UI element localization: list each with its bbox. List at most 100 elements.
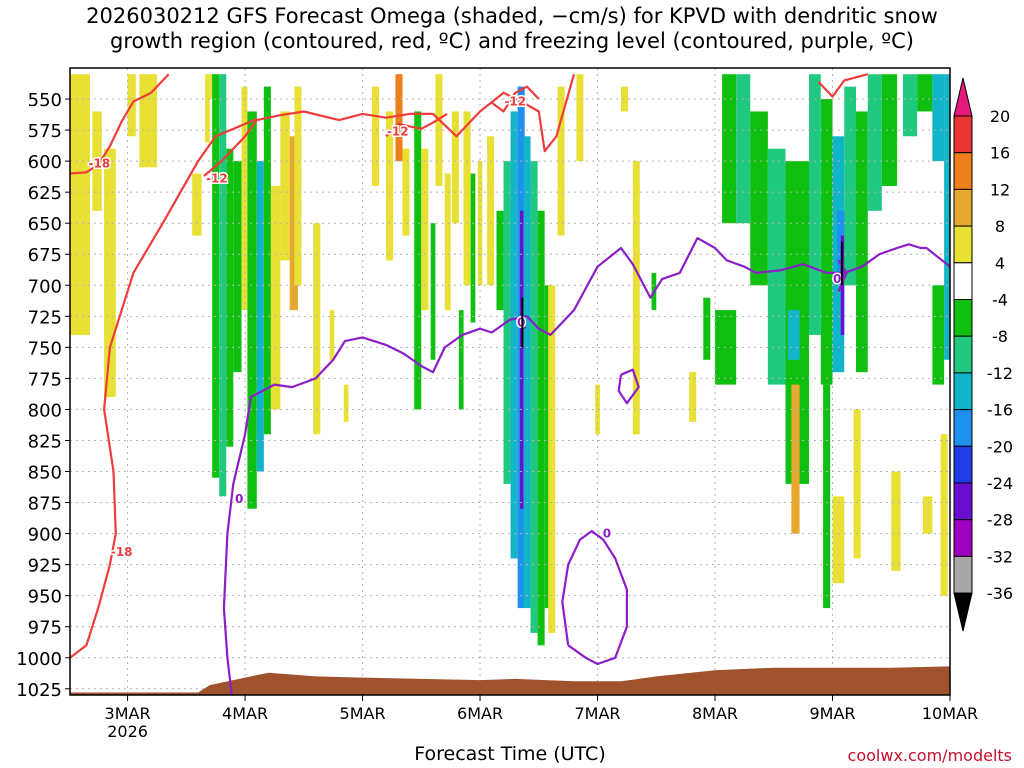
omega-cell [451, 111, 459, 224]
dgz-contour-label: -18 [111, 545, 133, 559]
colorbar-swatch [953, 77, 973, 117]
omega-cell [294, 86, 302, 286]
omega-cell [736, 74, 751, 224]
omega-cell [750, 111, 768, 286]
omega-cell [903, 74, 918, 137]
omega-cell [917, 74, 933, 112]
colorbar-swatch [953, 482, 973, 521]
omega-cell [787, 310, 800, 360]
omega-cell [557, 86, 565, 236]
x-tick-label: 7MAR [575, 704, 621, 723]
freezing-contour [222, 237, 950, 695]
dgz-contour-label: -12 [387, 124, 409, 138]
colorbar-label: -24 [987, 474, 1013, 493]
omega-cell [548, 285, 556, 633]
omega-cell [832, 496, 845, 584]
source-credit: coolwx.com/modelts [847, 746, 1012, 765]
colorbar-label: -20 [987, 437, 1013, 456]
omega-cell [881, 74, 898, 186]
colorbar-swatch [953, 262, 973, 300]
omega-cell [463, 111, 471, 286]
colorbar-swatch [953, 299, 973, 337]
freezing-contour [561, 530, 628, 666]
omega-cell [371, 86, 379, 186]
omega-cell [233, 161, 242, 373]
colorbar-label: -36 [987, 584, 1013, 603]
colorbar-swatch [953, 555, 973, 594]
omega-cell [922, 496, 933, 534]
omega-cell [537, 210, 545, 646]
omega-cell [444, 173, 451, 311]
colorbar-swatch [953, 225, 973, 264]
x-tick-label: 10MAR [922, 704, 978, 723]
freezing-contour [617, 368, 640, 405]
dgz-contour [385, 112, 448, 138]
freezing-contour-label: 0 [235, 492, 243, 506]
y-tick-label: 850 [28, 463, 62, 484]
omega-cell [867, 74, 882, 211]
omega-cell [576, 74, 584, 162]
omega-cell [92, 111, 102, 211]
y-tick-label: 875 [28, 494, 62, 515]
omega-cell [703, 297, 711, 360]
colorbar-label: 12 [990, 180, 1010, 199]
y-tick-label: 625 [28, 183, 62, 204]
colorbar-label: -4 [992, 291, 1008, 310]
omega-cell [241, 86, 248, 311]
omega-cell [891, 471, 901, 571]
omega-cell [944, 74, 950, 360]
omega-cell [932, 74, 945, 162]
dgz-contour [491, 85, 540, 113]
plot-area: -18 -18 -12 -12 -12 0 0 0 0 [70, 68, 950, 695]
freezing-contour-label: 0 [517, 316, 525, 330]
colorbar-label: -28 [987, 511, 1013, 530]
dgz-contour-label: -18 [89, 157, 111, 171]
freezing-contour-label: 0 [603, 527, 611, 541]
dgz-contour [70, 73, 170, 175]
y-tick-label: 950 [28, 587, 62, 608]
y-tick-label: 775 [28, 369, 62, 390]
x-year-label: 2026 [107, 722, 148, 741]
colorbar-label: 20 [990, 107, 1010, 126]
y-tick-label: 825 [28, 431, 62, 452]
omega-cell [519, 210, 524, 509]
x-tick-label: 3MAR [105, 704, 151, 723]
colorbar-swatch [953, 409, 973, 447]
colorbar-swatch [953, 592, 973, 632]
omega-cell [487, 136, 495, 286]
omega-cell [192, 173, 202, 236]
colorbar-swatch [953, 115, 973, 154]
colorbar-swatch [953, 152, 973, 190]
y-tick-label: 900 [28, 525, 62, 546]
omega-cell [256, 161, 264, 472]
x-tick-label: 6MAR [457, 704, 503, 723]
omega-cell [263, 86, 271, 435]
omega-cell [809, 74, 821, 335]
dgz-contour-label: -12 [206, 172, 228, 186]
colorbar-swatch [953, 335, 973, 374]
x-tick-label: 5MAR [340, 704, 386, 723]
y-tick-label: 975 [28, 618, 62, 639]
omega-cell [523, 136, 531, 609]
y-tick-label: 925 [28, 556, 62, 577]
x-axis: 3MAR 4MAR 5MAR 6MAR 7MAR 8MAR 9MAR 10MAR 2026 [105, 695, 978, 741]
omega-cell [820, 99, 833, 385]
y-tick-label: 725 [28, 307, 62, 328]
chart-title: 2026030212 GFS Forecast Omega (shaded, −… [86, 4, 938, 53]
dgz-contour [70, 117, 258, 659]
y-tick-label: 1025 [16, 680, 62, 701]
omega-cell [205, 74, 210, 143]
omega-cell [823, 384, 831, 609]
y-tick-label: 650 [28, 214, 62, 235]
colorbar-label: 8 [995, 217, 1005, 236]
y-axis: 550 575 600 625 650 675 700 725 750 775 800 825 850 8… [16, 90, 70, 701]
omega-cell [414, 111, 422, 410]
colorbar-label: 16 [990, 144, 1010, 163]
dgz-contour [203, 73, 576, 177]
plot-frame [69, 67, 951, 696]
y-tick-label: 600 [28, 152, 62, 173]
omega-cell [856, 111, 868, 373]
colorbar-label: -32 [987, 547, 1013, 566]
omega-cell [395, 74, 403, 162]
